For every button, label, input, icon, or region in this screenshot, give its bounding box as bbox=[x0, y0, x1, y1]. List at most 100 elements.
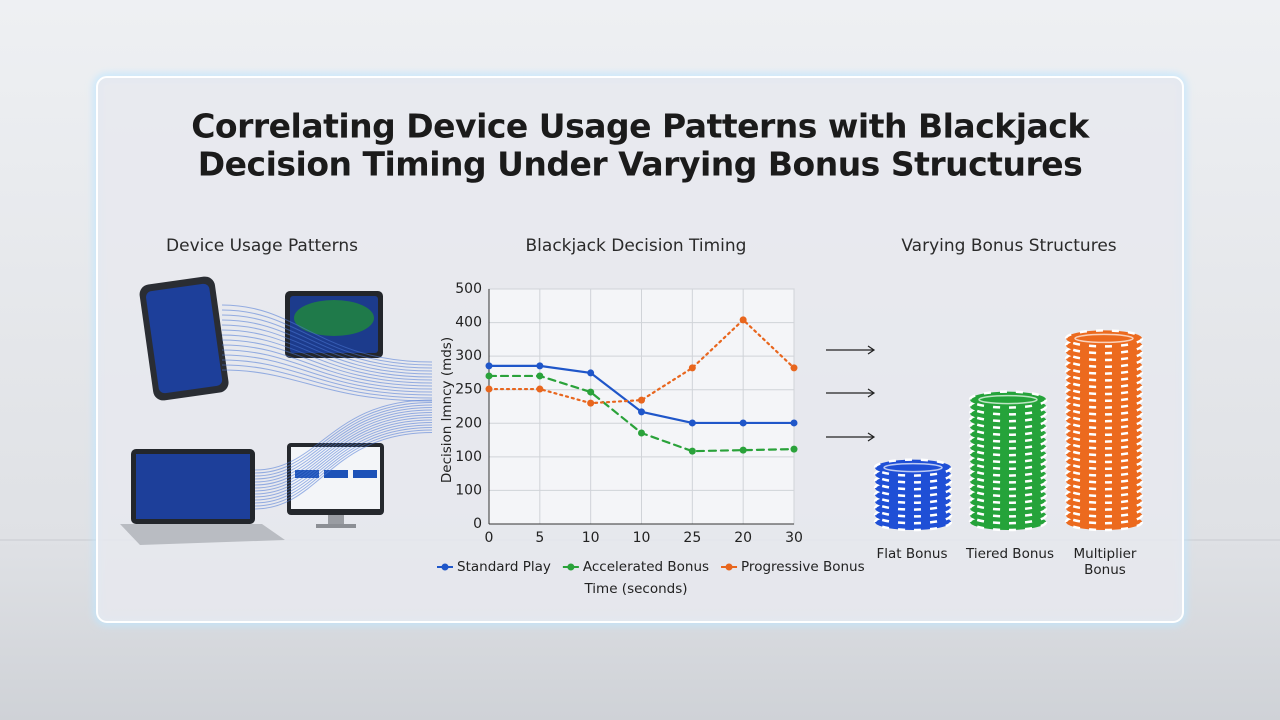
marker bbox=[688, 419, 696, 427]
flow-line bbox=[221, 314, 433, 369]
chip-stacks bbox=[873, 329, 1144, 532]
bonus-label: Tiered Bonus bbox=[965, 546, 1054, 562]
flow-line bbox=[221, 369, 433, 402]
flow-line bbox=[254, 402, 433, 474]
y-tick-label: 300 bbox=[455, 348, 482, 364]
chip bbox=[1064, 329, 1144, 348]
x-tick-label: 10 bbox=[582, 530, 600, 546]
flow-line bbox=[254, 427, 433, 504]
y-tick-label: 0 bbox=[473, 516, 482, 532]
marker bbox=[688, 364, 696, 372]
flow-line bbox=[221, 359, 433, 396]
marker bbox=[790, 364, 798, 372]
marker bbox=[485, 372, 493, 380]
phone-screen bbox=[145, 283, 223, 394]
arrow bbox=[826, 388, 876, 398]
legend-label: Progressive Bonus bbox=[741, 559, 865, 575]
marker bbox=[536, 362, 544, 370]
flow-line bbox=[221, 344, 433, 387]
chart: Decision lmncy (mds) Time (seconds) 0100… bbox=[437, 281, 865, 597]
marker bbox=[688, 447, 696, 455]
y-tick-label: 500 bbox=[455, 281, 482, 297]
x-tick-label: 10 bbox=[633, 530, 651, 546]
marker bbox=[638, 429, 645, 437]
marker bbox=[739, 419, 747, 427]
flow-line bbox=[221, 324, 433, 375]
y-tick-label: 100 bbox=[455, 482, 482, 498]
flow-line bbox=[254, 432, 433, 510]
chip bbox=[873, 458, 953, 477]
flow-line bbox=[221, 334, 433, 381]
devices bbox=[120, 276, 384, 545]
marker bbox=[638, 396, 645, 404]
marker bbox=[739, 316, 747, 324]
marker bbox=[790, 419, 798, 427]
marker bbox=[536, 372, 544, 380]
legend-label: Accelerated Bonus bbox=[583, 559, 709, 575]
y-tick-label: 400 bbox=[455, 315, 482, 331]
legend-marker bbox=[725, 563, 733, 571]
flow-line bbox=[254, 412, 433, 486]
flow-line bbox=[221, 304, 433, 363]
flow-line bbox=[221, 349, 433, 390]
x-tick-label: 0 bbox=[485, 530, 494, 546]
flow-line bbox=[221, 354, 433, 393]
monitor-stand bbox=[328, 515, 344, 524]
legend-label: Standard Play bbox=[457, 559, 551, 575]
marker bbox=[536, 385, 544, 393]
y-axis-label: Decision lmncy (mds) bbox=[439, 337, 455, 483]
y-tick-label: 100 bbox=[455, 449, 482, 465]
flow-line bbox=[221, 339, 433, 384]
flow-line bbox=[254, 424, 433, 501]
title-line: Correlating Device Usage Patterns with B… bbox=[191, 107, 1090, 146]
screen-card bbox=[324, 470, 348, 478]
marker bbox=[587, 388, 595, 396]
bonus-label: Multiplier Bonus bbox=[1074, 546, 1137, 578]
chip-top bbox=[978, 394, 1038, 405]
y-tick-label: 200 bbox=[455, 415, 482, 431]
marker bbox=[790, 445, 798, 453]
flow-line bbox=[254, 429, 433, 507]
flow-line bbox=[221, 319, 433, 372]
flow-lines bbox=[221, 304, 433, 510]
chip-top bbox=[883, 462, 943, 473]
section-title: Varying Bonus Structures bbox=[901, 236, 1116, 256]
marker bbox=[485, 385, 493, 393]
x-axis-label: Time (seconds) bbox=[583, 581, 687, 597]
monitor-foot bbox=[316, 524, 356, 528]
laptop-screen bbox=[136, 454, 250, 519]
flow-line bbox=[254, 417, 433, 492]
screen-card bbox=[353, 470, 377, 478]
arrow bbox=[826, 345, 876, 355]
marker bbox=[587, 369, 595, 377]
flow-line bbox=[254, 409, 433, 483]
flow-line bbox=[221, 364, 433, 399]
screen-card bbox=[295, 470, 319, 478]
marker bbox=[638, 408, 645, 416]
laptop-base bbox=[120, 524, 285, 545]
marker bbox=[739, 446, 747, 454]
title-line: Decision Timing Under Varying Bonus Stru… bbox=[198, 145, 1083, 184]
flow-line bbox=[254, 414, 433, 489]
x-tick-label: 25 bbox=[683, 530, 701, 546]
marker bbox=[485, 362, 493, 370]
section-title: Device Usage Patterns bbox=[166, 236, 358, 256]
arrows bbox=[826, 345, 876, 442]
chip bbox=[968, 390, 1048, 409]
x-tick-label: 5 bbox=[535, 530, 544, 546]
flow-line bbox=[254, 404, 433, 477]
flow-line bbox=[254, 407, 433, 480]
bonus-label: Flat Bonus bbox=[876, 546, 947, 562]
flow-line bbox=[221, 309, 433, 366]
table-felt bbox=[294, 300, 374, 336]
x-tick-label: 30 bbox=[785, 530, 803, 546]
flow-line bbox=[221, 329, 433, 378]
chart-title: Blackjack Decision Timing bbox=[526, 236, 747, 256]
legend-marker bbox=[441, 563, 449, 571]
arrow bbox=[826, 432, 876, 442]
chip-top bbox=[1074, 333, 1134, 344]
flow-line bbox=[254, 419, 433, 495]
x-tick-label: 20 bbox=[734, 530, 752, 546]
flow-line bbox=[254, 399, 433, 471]
